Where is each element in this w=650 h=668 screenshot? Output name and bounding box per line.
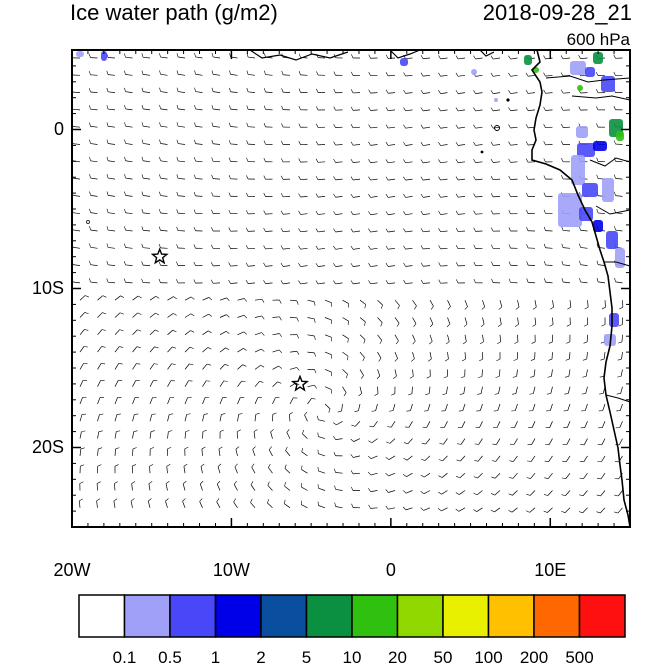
- colorbar-swatch: [216, 595, 262, 637]
- lon-label: 20W: [50, 560, 94, 581]
- colorbar-label: 50: [418, 648, 468, 668]
- colorbar-label: 20: [373, 648, 423, 668]
- ice-patch: [593, 141, 607, 151]
- lon-label: 0: [369, 560, 413, 581]
- colorbar-label: 200: [509, 648, 559, 668]
- ice-patch: [615, 248, 625, 268]
- colorbar-swatch: [489, 595, 535, 637]
- lat-label: 10S: [32, 278, 64, 299]
- colorbar-label: 0.1: [100, 648, 150, 668]
- ice-patch: [577, 143, 595, 157]
- ice-patch: [582, 183, 598, 197]
- ice-patch: [570, 61, 586, 75]
- lat-label: 0: [54, 119, 64, 140]
- ice-patch: [576, 126, 588, 138]
- colorbar: [79, 595, 625, 637]
- ice-patch: [494, 98, 498, 102]
- colorbar-label: 5: [282, 648, 332, 668]
- colorbar-swatch: [125, 595, 171, 637]
- colorbar-swatch: [398, 595, 444, 637]
- colorbar-swatch: [79, 595, 125, 637]
- ice-patch: [577, 85, 583, 91]
- colorbar-label: 0.5: [145, 648, 195, 668]
- map-frame: [72, 50, 630, 527]
- ice-patch: [524, 55, 532, 65]
- colorbar-label: 500: [555, 648, 605, 668]
- lon-label: 10E: [528, 560, 572, 581]
- colorbar-label: 100: [464, 648, 514, 668]
- ice-patch: [616, 131, 624, 141]
- ice-patch: [609, 313, 619, 327]
- ice-patch: [400, 58, 408, 66]
- colorbar-swatch: [352, 595, 398, 637]
- ice-patch: [601, 76, 615, 92]
- colorbar-label: 2: [236, 648, 286, 668]
- ice-patch: [606, 231, 618, 249]
- colorbar-label: 10: [327, 648, 377, 668]
- ice-patch: [602, 178, 614, 202]
- colorbar-swatch: [170, 595, 216, 637]
- colorbar-label: 1: [191, 648, 241, 668]
- colorbar-swatch: [443, 595, 489, 637]
- colorbar-swatch: [307, 595, 353, 637]
- colorbar-swatch: [534, 595, 580, 637]
- ice-patch: [471, 69, 477, 75]
- map-plot: [71, 50, 630, 527]
- ice-patch: [571, 155, 585, 185]
- ice-patch: [558, 193, 582, 227]
- colorbar-swatch: [261, 595, 307, 637]
- ice-patch: [76, 51, 84, 57]
- lat-label: 20S: [32, 437, 64, 458]
- colorbar-swatch: [580, 595, 626, 637]
- ice-patch: [585, 67, 595, 77]
- lon-label: 10W: [209, 560, 253, 581]
